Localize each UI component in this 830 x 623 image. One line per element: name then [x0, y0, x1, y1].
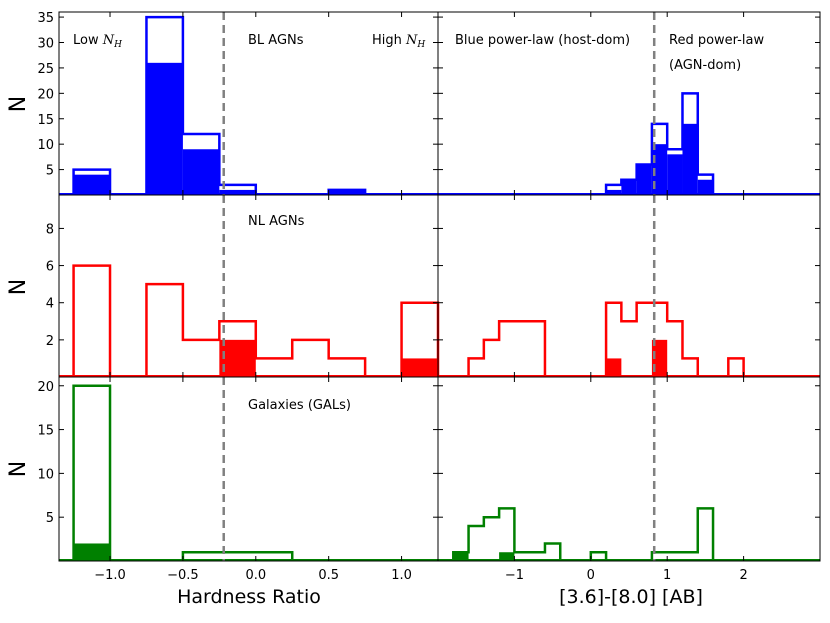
agn-dom-label: (AGN-dom) [669, 58, 741, 73]
filled-bar [636, 164, 652, 195]
histogram-outline [72, 384, 112, 561]
histogram-outline [604, 301, 700, 377]
filled-bar [606, 358, 622, 377]
low-nh-prefix: Low [73, 33, 103, 48]
panel-BL-hr: 5 10 15 20 25 30 35 [37, 11, 439, 196]
filled-bar [651, 339, 668, 377]
nl-agn-label: NL AGNs [248, 214, 305, 229]
ytick-label: 5 [46, 511, 54, 526]
histogram-outline [145, 15, 258, 195]
histogram-outline [467, 320, 547, 377]
ytick-label: 25 [37, 62, 54, 77]
ytick-label: 8 [46, 222, 54, 237]
high-nh-label: High NH [372, 33, 425, 50]
histogram-outline [452, 507, 562, 561]
ytick-label: 30 [37, 37, 54, 52]
blue-powerlaw-label: Blue power-law (host-dom) [455, 33, 630, 48]
xtick-label: −0.5 [167, 568, 199, 583]
xlabel-color: [3.6]-[8.0] [AB] [559, 586, 703, 608]
filled-bar [621, 179, 637, 195]
ylabel-gal: N [6, 461, 31, 477]
ytick-label: 10 [37, 467, 54, 482]
ylabel-nl: N [6, 279, 31, 295]
filled-bar [182, 149, 220, 195]
panel-GAL-hr: 5 10 15 20 −1.0 −0.5 0.0 0.5 1.0 [37, 376, 439, 583]
filled-bar [401, 358, 438, 377]
xtick-label: 1 [663, 568, 671, 583]
filled-bar [73, 543, 111, 561]
ytick-label: 6 [46, 260, 54, 275]
xtick-label: 0.0 [245, 568, 266, 583]
ytick-label: 4 [46, 297, 54, 312]
low-nh-subscript: H [113, 40, 122, 50]
ytick-label: 15 [37, 424, 54, 439]
panel-NL-hr: 2 4 6 8 [46, 194, 440, 378]
filled-bar [667, 154, 683, 195]
filled-bar [651, 144, 668, 195]
filled-bar [499, 552, 515, 561]
high-nh-subscript: H [416, 40, 425, 50]
ytick-label: 20 [37, 380, 54, 395]
xtick-label: 2 [739, 568, 747, 583]
ytick-label: 15 [37, 113, 54, 128]
high-nh-symbol: N [405, 33, 418, 48]
panel-BL-color [437, 11, 821, 196]
panel-frame [437, 194, 821, 378]
bl-agn-label: BL AGNs [248, 33, 304, 48]
histogram-outline [72, 264, 112, 377]
ytick-label: 35 [37, 11, 54, 26]
ytick-label: 10 [37, 138, 54, 153]
high-nh-prefix: High [372, 33, 406, 48]
xlabel-hardness-ratio: Hardness Ratio [177, 586, 321, 608]
histogram-outline [604, 92, 715, 195]
histogram-outline [72, 168, 112, 195]
ytick-label: 20 [37, 87, 54, 102]
filled-bar [219, 189, 256, 195]
panel-GAL-color: −1 0 1 2 [437, 376, 821, 583]
filled-bar [146, 62, 183, 196]
histogram-outline [181, 550, 294, 561]
xtick-label: −1.0 [94, 568, 126, 583]
red-powerlaw-label: Red power-law [669, 33, 764, 48]
ytick-label: 5 [46, 164, 54, 179]
histogram-outline [145, 282, 367, 377]
histogram-outline [727, 357, 745, 377]
xtick-label: 0 [587, 568, 595, 583]
ylabel-bl: N [6, 96, 31, 112]
filled-bar [328, 189, 366, 195]
xtick-label: 1.0 [391, 568, 412, 583]
filled-bar [697, 179, 714, 195]
low-nh-label: Low NH [73, 33, 122, 50]
filled-bar [453, 552, 469, 561]
histogram-outline [650, 507, 715, 561]
filled-bar [606, 189, 622, 195]
panel-NL-color [437, 194, 821, 378]
low-nh-symbol: N [102, 33, 115, 48]
panel-frame [437, 376, 821, 562]
filled-bar [682, 123, 698, 195]
xtick-label: 0.5 [318, 568, 339, 583]
filled-bar [73, 174, 111, 195]
filled-bar [219, 339, 256, 377]
xtick-label: −1 [505, 568, 524, 583]
ytick-label: 2 [46, 334, 54, 349]
galaxies-label: Galaxies (GALs) [248, 398, 351, 413]
